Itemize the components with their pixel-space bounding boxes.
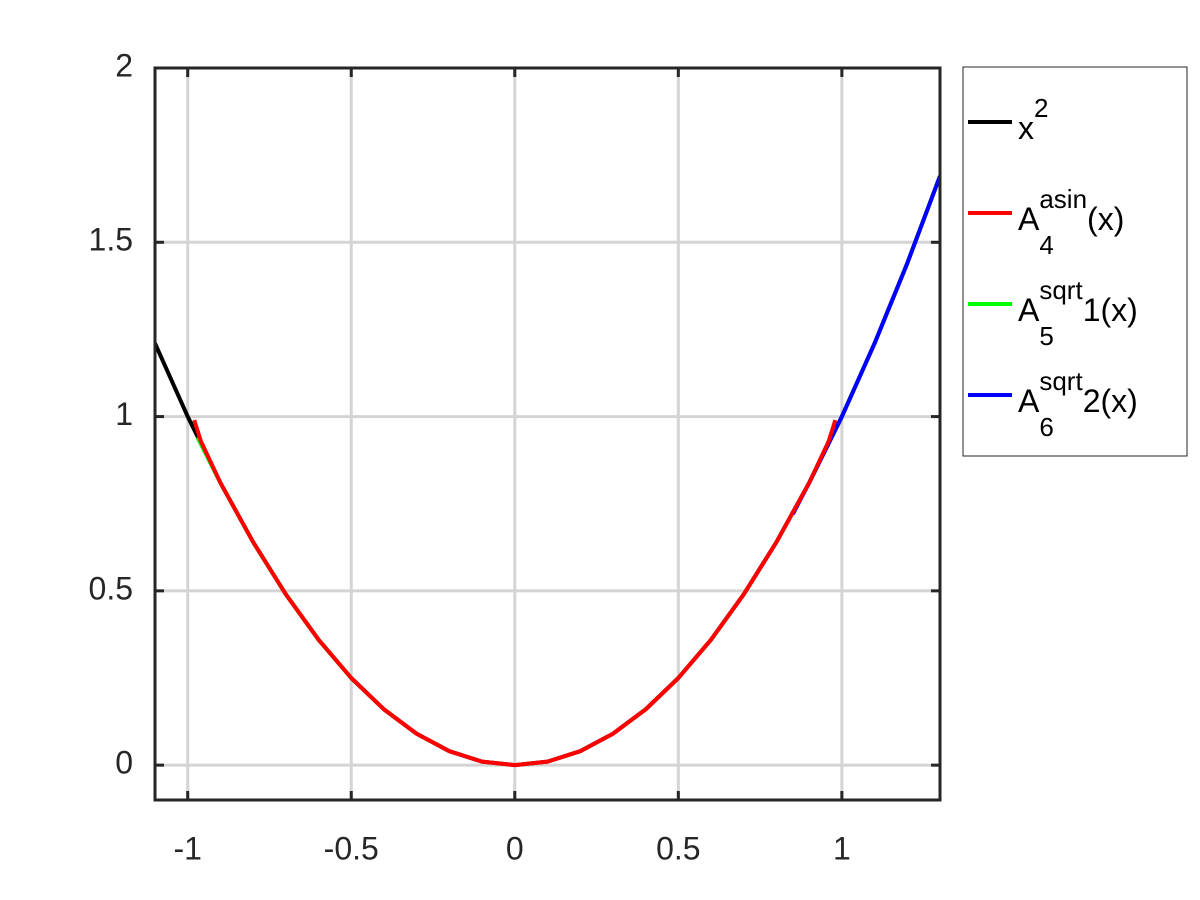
legend-label: 4 bbox=[1039, 230, 1053, 260]
legend-label: 5 bbox=[1039, 321, 1053, 351]
axes-box bbox=[153, 66, 942, 802]
legend-label: asin bbox=[1039, 184, 1087, 214]
x-tick-label: 0.5 bbox=[656, 830, 700, 866]
x-tick-label: 0 bbox=[506, 830, 524, 866]
y-tick-label: 2 bbox=[115, 47, 133, 83]
legend-label: 6 bbox=[1039, 412, 1053, 442]
series-line bbox=[195, 436, 353, 680]
legend-label: A bbox=[1018, 383, 1040, 419]
series-line bbox=[192, 419, 838, 768]
legend-label: (x) bbox=[1087, 201, 1124, 237]
legend-label: 1(x) bbox=[1083, 292, 1138, 328]
legend-label: A bbox=[1018, 201, 1040, 237]
series-line bbox=[155, 175, 940, 768]
y-tick-label: 0 bbox=[115, 745, 133, 781]
legend-label: A bbox=[1018, 292, 1040, 328]
legend-label: 2 bbox=[1034, 93, 1048, 123]
legend-label: sqrt bbox=[1039, 275, 1083, 305]
x-tick-label: -1 bbox=[173, 830, 201, 866]
x-tick-label: 1 bbox=[833, 830, 851, 866]
y-tick-label: 1.5 bbox=[89, 222, 133, 258]
legend-label: 2(x) bbox=[1083, 383, 1138, 419]
y-tick-label: 1 bbox=[115, 396, 133, 432]
legend-label: sqrt bbox=[1039, 366, 1083, 396]
x-tick-label: -0.5 bbox=[324, 830, 379, 866]
y-tick-label: 0.5 bbox=[89, 570, 133, 606]
legend-box bbox=[962, 66, 1188, 457]
series-line bbox=[791, 175, 940, 516]
legend-label: x bbox=[1018, 110, 1034, 146]
